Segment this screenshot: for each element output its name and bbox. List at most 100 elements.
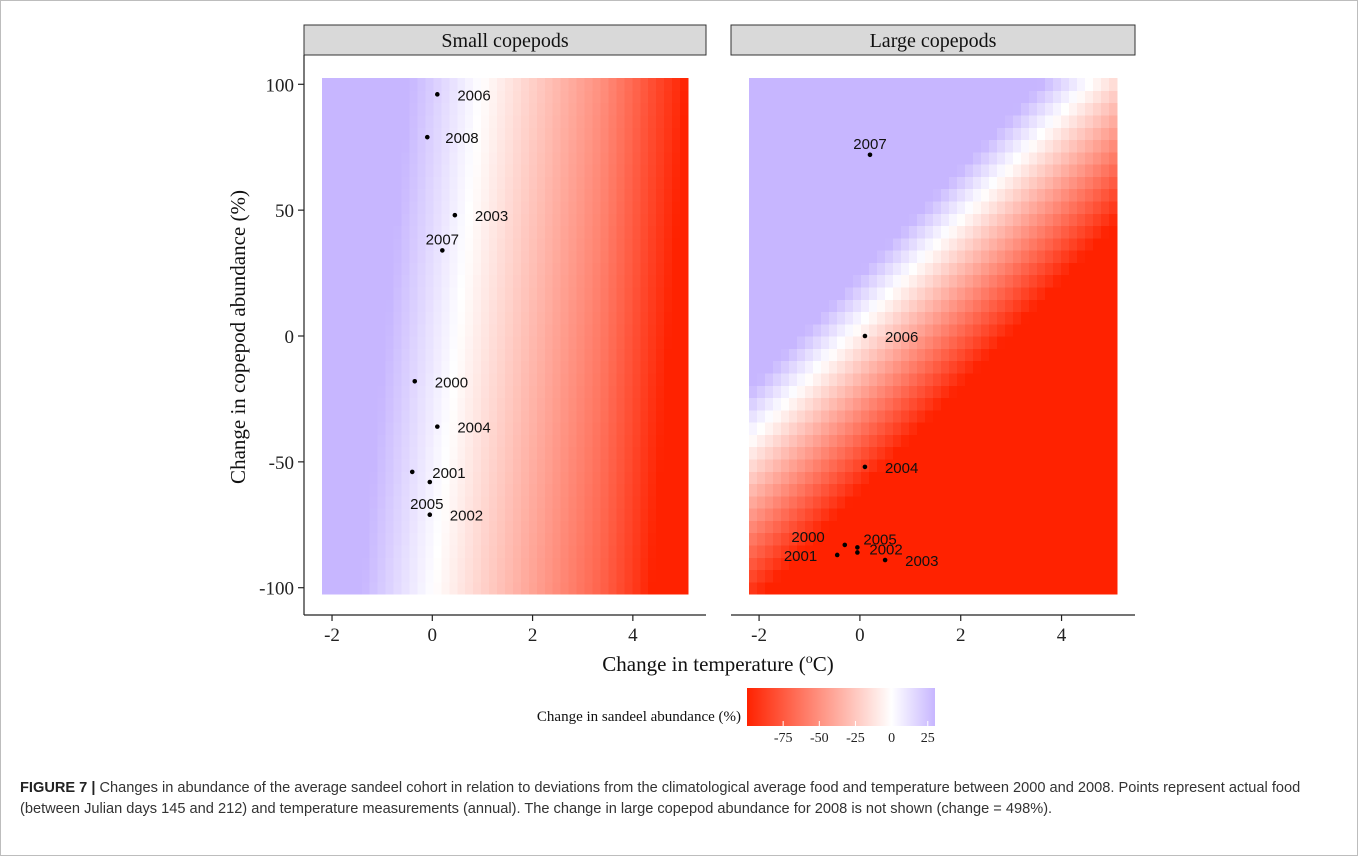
heatmap-cell xyxy=(1005,495,1014,509)
heatmap-cell xyxy=(489,311,498,325)
heatmap-cell xyxy=(1101,434,1110,448)
heatmap-cell xyxy=(417,348,427,362)
heatmap-cell xyxy=(385,262,395,276)
heatmap-cell xyxy=(409,78,419,91)
heatmap-cell xyxy=(505,508,514,521)
heatmap-cell xyxy=(789,151,798,165)
heatmap-cell xyxy=(369,495,379,509)
heatmap-cell xyxy=(409,188,419,202)
heatmap-cell xyxy=(353,200,363,214)
heatmap-cell xyxy=(1061,176,1070,190)
heatmap-cell xyxy=(765,422,774,435)
heatmap-cell xyxy=(552,458,562,472)
heatmap-cell xyxy=(680,532,689,546)
heatmap-cell xyxy=(853,569,862,583)
heatmap-cell xyxy=(584,520,594,534)
heatmap-cell xyxy=(465,90,474,104)
heatmap-cell xyxy=(441,520,450,534)
heatmap-cell xyxy=(377,213,387,227)
heatmap-cell xyxy=(885,299,894,313)
heatmap-cell xyxy=(1101,176,1110,190)
heatmap-cell xyxy=(425,360,434,374)
heatmap-cell xyxy=(997,360,1006,374)
heatmap-cell xyxy=(505,299,514,313)
heatmap-cell xyxy=(829,557,838,571)
heatmap-cell xyxy=(973,188,982,202)
heatmap-cell xyxy=(592,508,602,521)
heatmap-cell xyxy=(528,127,538,141)
heatmap-cell xyxy=(1053,151,1062,165)
heatmap-cell xyxy=(640,495,649,509)
point-label: 2008 xyxy=(445,130,478,147)
heatmap-cell xyxy=(361,397,371,411)
heatmap-cell xyxy=(656,446,665,460)
heatmap-cell xyxy=(749,274,758,288)
heatmap-cell xyxy=(765,348,774,362)
heatmap-cell xyxy=(837,422,846,435)
heatmap-cell xyxy=(1013,176,1022,190)
heatmap-cell xyxy=(757,225,766,239)
heatmap-cell xyxy=(616,250,625,263)
heatmap-cell xyxy=(933,139,942,153)
heatmap-cell xyxy=(1085,213,1094,227)
heatmap-cell xyxy=(322,434,331,448)
heatmap-cell xyxy=(425,274,434,288)
heatmap-cell xyxy=(973,336,982,349)
heatmap-cell xyxy=(1061,250,1070,263)
heatmap-cell xyxy=(393,213,403,227)
heatmap-cell xyxy=(417,532,427,546)
heatmap-cell xyxy=(981,446,990,460)
heatmap-cell xyxy=(489,557,498,571)
heatmap-cell xyxy=(536,139,546,153)
heatmap-cell xyxy=(1029,114,1038,128)
heatmap-cell xyxy=(576,532,586,546)
heatmap-cell xyxy=(805,188,814,202)
heatmap-cell xyxy=(973,422,982,435)
heatmap-cell xyxy=(401,274,411,288)
heatmap-cell xyxy=(377,446,387,460)
heatmap-cell xyxy=(845,200,854,214)
heatmap-cell xyxy=(337,422,347,435)
heatmap-cell xyxy=(608,139,617,153)
heatmap-cell xyxy=(512,188,522,202)
heatmap-cell xyxy=(337,164,347,177)
heatmap-cell xyxy=(1093,409,1102,423)
heatmap-cell xyxy=(1069,508,1078,521)
heatmap-cell xyxy=(505,446,514,460)
heatmap-cell xyxy=(401,286,411,300)
heatmap-cell xyxy=(568,397,578,411)
heatmap-cell xyxy=(353,532,363,546)
heatmap-cell xyxy=(797,200,806,214)
heatmap-cell xyxy=(821,139,830,153)
heatmap-cell xyxy=(917,348,926,362)
heatmap-cell xyxy=(473,471,482,485)
heatmap-cell xyxy=(648,299,657,313)
heatmap-cell xyxy=(616,385,625,399)
heatmap-cell xyxy=(821,102,830,116)
heatmap-cell xyxy=(449,532,458,546)
heatmap-cell xyxy=(536,483,546,497)
heatmap-cell xyxy=(616,225,625,239)
heatmap-cell xyxy=(425,237,434,251)
heatmap-cell xyxy=(845,114,854,128)
heatmap-cell xyxy=(981,483,990,497)
heatmap-cell xyxy=(353,188,363,202)
heatmap-cell xyxy=(989,348,998,362)
heatmap-cell xyxy=(680,557,689,571)
heatmap-cell xyxy=(821,557,830,571)
heatmap-cell xyxy=(361,471,371,485)
heatmap-cell xyxy=(773,78,782,91)
heatmap-cell xyxy=(600,90,610,104)
heatmap-cell xyxy=(789,458,798,472)
heatmap-cell xyxy=(560,286,570,300)
heatmap-cell xyxy=(973,213,982,227)
heatmap-cell xyxy=(981,434,990,448)
heatmap-cell xyxy=(520,544,530,558)
heatmap-cell xyxy=(417,385,427,399)
heatmap-cell xyxy=(497,458,506,472)
heatmap-cell xyxy=(749,360,758,374)
heatmap-cell xyxy=(933,409,942,423)
heatmap-cell xyxy=(385,532,395,546)
heatmap-cell xyxy=(544,372,554,386)
heatmap-cell xyxy=(417,188,427,202)
